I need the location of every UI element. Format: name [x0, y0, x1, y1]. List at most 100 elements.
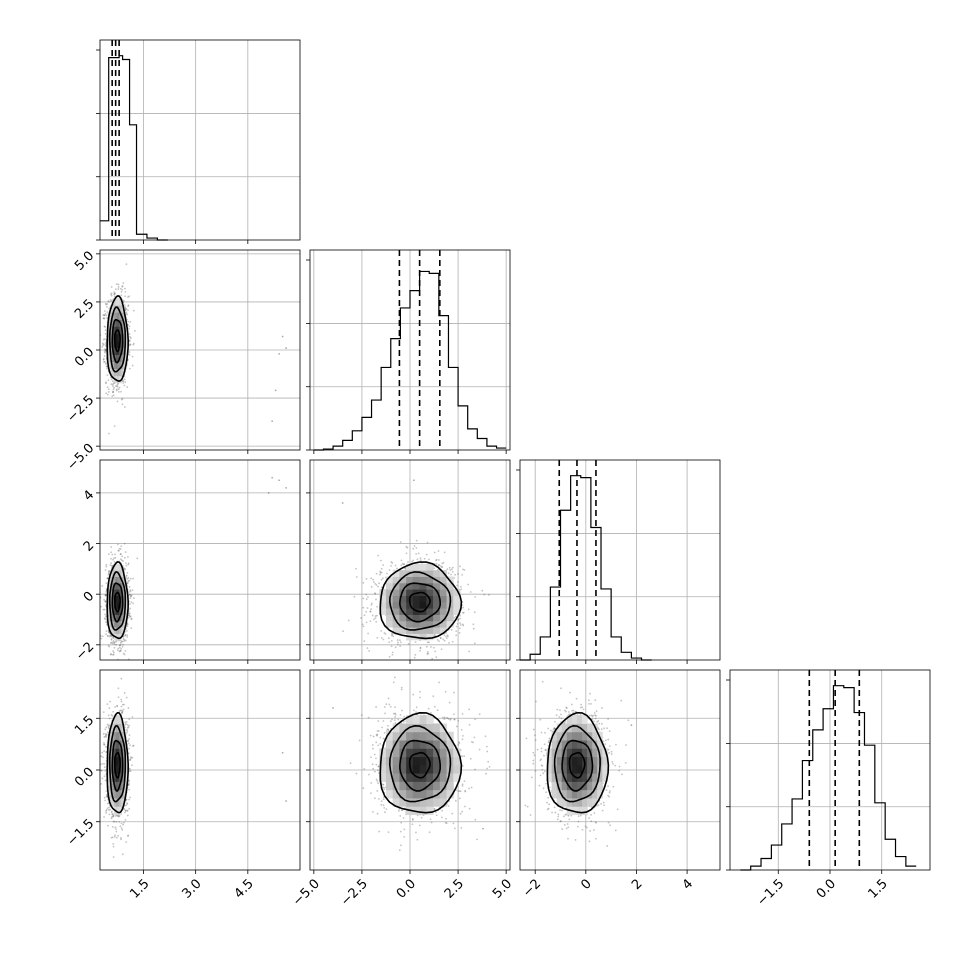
density-cell — [385, 740, 394, 749]
sample-point — [372, 578, 375, 581]
sample-point — [105, 736, 108, 738]
density-cell — [113, 326, 117, 334]
sample-point — [556, 818, 559, 821]
sample-point — [112, 814, 115, 817]
density-cell — [426, 620, 434, 628]
sample-point — [399, 714, 402, 716]
sample-point — [577, 815, 580, 818]
sample-point — [375, 572, 378, 575]
sample-point — [109, 808, 111, 811]
y-tick-label: −1.5 — [64, 816, 97, 849]
sample-point — [112, 640, 115, 642]
sample-point — [450, 573, 452, 576]
sample-point — [396, 643, 399, 646]
sample-point — [106, 311, 109, 314]
sample-point — [111, 391, 114, 394]
sample-point — [478, 713, 481, 716]
sample-point — [375, 757, 377, 760]
density-cell — [112, 312, 115, 320]
sample-point — [419, 649, 421, 652]
sample-point — [104, 594, 107, 597]
sample-point — [128, 614, 130, 617]
sample-point — [113, 295, 116, 298]
density-cell — [439, 601, 448, 609]
density-cell — [113, 298, 117, 306]
sample-point — [104, 329, 107, 331]
sample-point — [115, 283, 118, 285]
density-cell — [379, 756, 387, 766]
sample-point — [278, 352, 281, 355]
density-cell — [126, 340, 129, 348]
sample-point — [559, 820, 562, 823]
density-cell — [392, 781, 400, 791]
density-cell — [110, 756, 113, 766]
x-tick-label: 1.5 — [127, 876, 152, 901]
density-cell — [115, 305, 118, 313]
sample-point — [123, 567, 126, 570]
density-cell — [110, 608, 113, 615]
panel-r2-c1 — [306, 459, 511, 673]
y-tick-label: −2 — [73, 640, 97, 664]
density-cell — [117, 781, 120, 791]
sample-point — [113, 643, 116, 646]
sample-point — [390, 645, 393, 648]
sample-point — [123, 542, 126, 545]
sample-point — [108, 635, 111, 638]
density-cell — [119, 608, 122, 615]
density-cell — [453, 756, 461, 766]
density-cell — [122, 333, 125, 341]
sample-point — [369, 620, 372, 623]
sample-point — [126, 730, 129, 732]
sample-point — [468, 807, 471, 810]
sample-point — [373, 753, 376, 756]
density-cell — [108, 740, 111, 749]
density-cell — [122, 620, 125, 628]
sample-point — [104, 313, 107, 315]
density-contour — [408, 591, 431, 613]
density-cell — [406, 781, 414, 791]
x-tick-label: −5.0 — [290, 876, 323, 909]
sample-point — [399, 645, 402, 648]
density-cell — [446, 582, 454, 590]
density-cell — [120, 582, 124, 590]
density-cell — [115, 319, 118, 327]
sample-point — [435, 558, 438, 561]
sample-point — [372, 767, 375, 770]
sample-point — [382, 720, 385, 722]
sample-point — [370, 608, 372, 611]
sample-point — [457, 720, 460, 722]
density-cell — [439, 627, 448, 634]
sample-point — [397, 641, 399, 644]
density-cell — [115, 715, 118, 724]
sample-point — [606, 845, 609, 847]
density-cell — [399, 614, 407, 622]
sample-point — [383, 632, 386, 634]
sample-point — [457, 619, 460, 621]
density-cell — [453, 764, 461, 774]
sample-point — [363, 640, 366, 643]
sample-point — [125, 841, 128, 844]
sample-point — [454, 827, 456, 830]
sample-point — [382, 737, 385, 740]
density-cell — [379, 748, 387, 758]
sample-point — [612, 785, 615, 788]
sample-point — [458, 742, 461, 745]
sample-point — [547, 807, 550, 810]
density-cell — [115, 595, 118, 603]
sample-point — [416, 558, 419, 561]
sample-point — [110, 817, 113, 820]
sample-point — [440, 671, 442, 673]
sample-point — [126, 623, 129, 626]
density-cell — [446, 740, 454, 749]
density-cell — [108, 354, 111, 363]
sample-point — [121, 645, 124, 648]
density-cell — [406, 563, 414, 571]
sample-point — [540, 747, 543, 750]
sample-point — [103, 355, 106, 358]
sample-point — [440, 648, 443, 651]
sample-point — [382, 798, 385, 801]
sample-point — [426, 653, 429, 655]
density-cell — [392, 731, 400, 741]
density-contour — [111, 318, 124, 364]
density-cell — [120, 723, 124, 733]
